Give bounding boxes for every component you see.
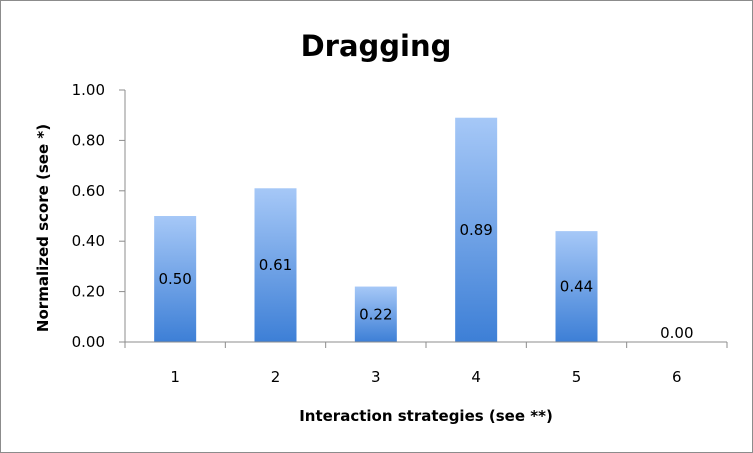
y-tick-label: 0.00	[72, 333, 105, 351]
x-axis-label: Interaction strategies (see **)	[299, 407, 553, 425]
x-tick-label: 6	[672, 368, 682, 386]
y-axis-label: Normalized score (see *)	[34, 124, 52, 332]
data-label: 0.22	[359, 305, 392, 323]
data-label: 0.89	[459, 221, 492, 239]
x-tick-label: 3	[371, 368, 381, 386]
data-label: 0.50	[158, 270, 191, 288]
data-label: 0.61	[259, 256, 292, 274]
y-tick-label: 0.80	[72, 131, 105, 149]
x-tick-label: 4	[471, 368, 481, 386]
y-axis: 0.00 0.20 0.40 0.60 0.80 1.00	[72, 81, 125, 351]
data-label: 0.00	[660, 324, 693, 342]
y-tick-label: 1.00	[72, 81, 105, 99]
x-tick-label: 2	[271, 368, 281, 386]
y-tick-label: 0.40	[72, 232, 105, 250]
data-label: 0.44	[560, 278, 593, 296]
x-tick-label: 1	[170, 368, 180, 386]
chart-title: Dragging	[301, 29, 452, 63]
x-axis: 1 2 3 4 5 6	[125, 342, 727, 386]
y-tick-label: 0.20	[72, 283, 105, 301]
data-labels: 0.50 0.61 0.22 0.89 0.44 0.00	[158, 221, 693, 342]
y-tick-label: 0.60	[72, 182, 105, 200]
x-tick-label: 5	[572, 368, 582, 386]
